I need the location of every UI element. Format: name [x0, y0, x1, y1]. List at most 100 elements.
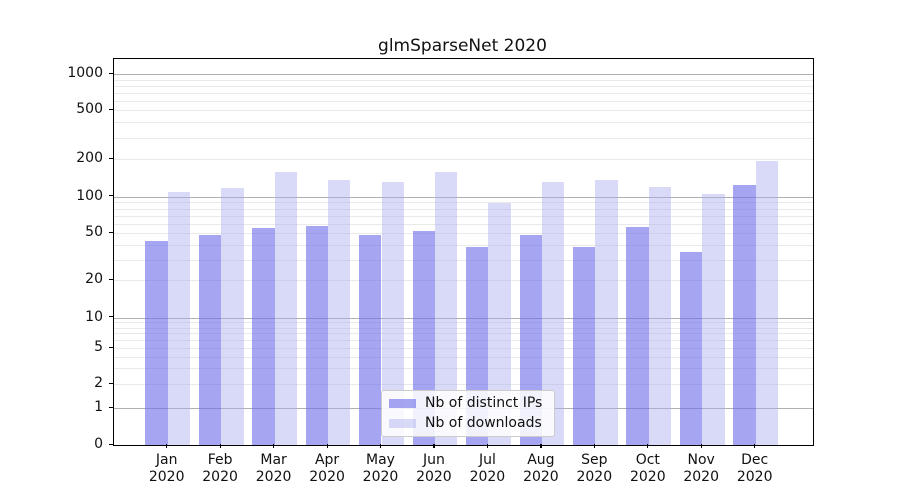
bar-nb-of-distinct-ips-mar	[252, 228, 275, 445]
x-tick-label-month: Dec	[741, 452, 769, 468]
y-tick-mark-100	[109, 195, 113, 197]
x-tick-label-year: 2020	[362, 469, 399, 485]
gridline-minor-4	[114, 357, 813, 359]
x-tick-label-month: May	[366, 452, 395, 468]
x-tick-label-jan: Jan 2020	[137, 452, 197, 486]
bar-nb-of-downloads-sep	[595, 180, 618, 445]
x-tick-label-jul: Jul 2020	[457, 452, 517, 486]
bar-nb-of-distinct-ips-may	[359, 235, 382, 445]
gridline-minor-200	[114, 159, 813, 161]
x-tick-label-month: Mar	[260, 452, 287, 468]
x-tick-mark-feb	[219, 444, 221, 448]
x-tick-label-aug: Aug 2020	[511, 452, 571, 486]
bar-nb-of-distinct-ips-feb	[198, 235, 222, 445]
bar-nb-of-downloads-may	[381, 182, 404, 445]
y-tick-label-2: 2	[94, 375, 103, 392]
x-tick-label-month: Apr	[314, 452, 340, 468]
gridline-minor-400	[114, 122, 813, 124]
bar-nb-of-distinct-ips-apr	[305, 225, 329, 445]
gridline-major-100	[114, 196, 813, 198]
x-tick-label-month: Aug	[527, 452, 555, 468]
y-tick-mark-200	[109, 157, 113, 159]
gridline-minor-70	[114, 215, 813, 217]
gridline-minor-9	[114, 322, 813, 324]
gridline-minor-80	[114, 208, 813, 210]
x-tick-label-apr: Apr 2020	[297, 452, 357, 486]
gridline-minor-900	[114, 79, 813, 81]
x-tick-mark-jul	[486, 444, 489, 448]
x-tick-label-month: Jul	[478, 452, 496, 468]
x-tick-mark-nov	[700, 444, 702, 448]
x-tick-label-month: Jan	[155, 452, 178, 468]
bar-nb-of-distinct-ips-oct	[626, 227, 649, 445]
bar-nb-of-distinct-ips-sep	[572, 247, 596, 445]
y-tick-mark-5	[109, 346, 113, 348]
x-tick-mark-may	[380, 444, 382, 448]
x-tick-label-year: 2020	[309, 469, 345, 485]
y-tick-mark-50	[109, 231, 113, 233]
x-tick-mark-jan	[166, 444, 168, 448]
y-tick-mark-1	[109, 406, 113, 408]
x-tick-label-sep: Sep 2020	[564, 452, 624, 486]
gridline-minor-700	[114, 92, 813, 94]
x-tick-label-year: 2020	[736, 469, 773, 485]
x-tick-mark-apr	[326, 444, 328, 448]
y-tick-label-100: 100	[76, 187, 103, 204]
gridline-minor-2	[114, 384, 813, 386]
legend-swatch-downloads	[389, 419, 416, 428]
y-tick-label-10: 10	[85, 308, 103, 325]
gridline-minor-600	[114, 100, 813, 102]
bar-nb-of-distinct-ips-dec	[733, 185, 756, 445]
y-tick-label-1: 1	[94, 399, 103, 416]
x-tick-label-dec: Dec 2020	[725, 452, 785, 486]
y-tick-mark-2	[109, 382, 113, 384]
x-tick-label-month: Feb	[207, 452, 233, 468]
x-tick-mark-dec	[754, 444, 756, 448]
bar-nb-of-downloads-apr	[328, 180, 351, 445]
x-tick-label-year: 2020	[576, 469, 613, 485]
gridline-minor-5	[114, 348, 813, 350]
y-tick-label-1000: 1000	[67, 65, 103, 82]
y-tick-label-0: 0	[94, 436, 103, 452]
legend-label-distinct-ips: Nb of distinct IPs	[425, 395, 543, 411]
bar-nb-of-downloads-nov	[702, 194, 725, 445]
y-tick-mark-0	[109, 443, 113, 445]
x-tick-label-month: Nov	[687, 452, 715, 468]
bar-nb-of-distinct-ips-nov	[679, 251, 703, 445]
gridline-major-10	[114, 317, 813, 319]
x-tick-label-year: 2020	[255, 469, 292, 485]
x-tick-mark-mar	[273, 444, 275, 448]
chart-title: glmSparseNet 2020	[378, 36, 547, 56]
gridline-minor-8	[114, 327, 813, 329]
y-tick-label-500: 500	[76, 101, 103, 118]
legend-label-downloads: Nb of downloads	[425, 415, 542, 431]
bar-nb-of-distinct-ips-jan	[145, 241, 168, 445]
x-tick-label-feb: Feb 2020	[190, 452, 250, 486]
x-tick-mark-jun	[433, 444, 435, 448]
x-tick-label-year: 2020	[148, 469, 185, 485]
x-tick-label-year: 2020	[683, 469, 719, 485]
bar-nb-of-downloads-oct	[648, 187, 672, 445]
x-tick-label-oct: Oct 2020	[618, 452, 678, 486]
x-tick-mark-aug	[540, 444, 542, 448]
bar-nb-of-downloads-dec	[755, 160, 779, 445]
bar-nb-of-downloads-feb	[221, 187, 244, 445]
y-tick-label-20: 20	[85, 271, 103, 288]
gridline-minor-500	[114, 110, 813, 112]
x-tick-label-year: 2020	[523, 469, 559, 485]
legend-item-distinct-ips: Nb of distinct IPs	[389, 395, 542, 412]
gridline-minor-300	[114, 137, 813, 139]
bar-nb-of-downloads-jan	[167, 191, 191, 445]
legend-item-downloads: Nb of downloads	[389, 415, 542, 432]
legend-swatch-distinct-ips	[389, 399, 416, 408]
gridline-minor-50	[114, 233, 813, 235]
gridline-minor-800	[114, 85, 813, 87]
y-tick-label-50: 50	[85, 224, 103, 241]
legend: Nb of distinct IPs Nb of downloads	[381, 390, 556, 437]
y-tick-mark-10	[109, 316, 113, 318]
gridline-minor-20	[114, 280, 813, 282]
x-tick-label-year: 2020	[416, 469, 452, 485]
y-tick-label-5: 5	[94, 339, 103, 356]
gridline-minor-60	[114, 223, 813, 225]
